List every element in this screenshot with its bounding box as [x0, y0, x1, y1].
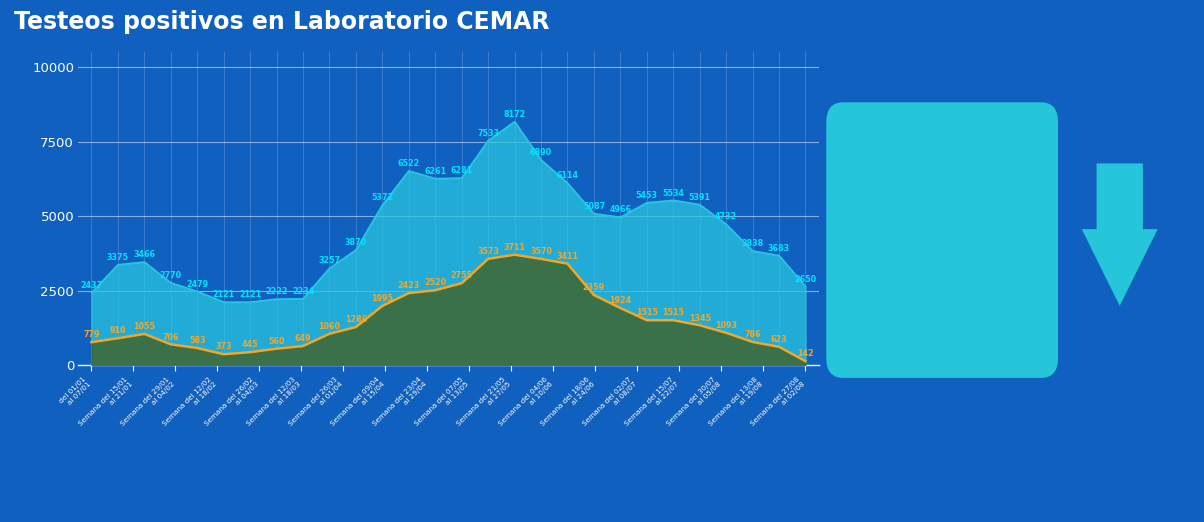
Text: 3411: 3411 [556, 252, 578, 261]
Text: 6890: 6890 [530, 148, 553, 157]
Text: 2121: 2121 [240, 290, 261, 299]
Text: 1093: 1093 [715, 321, 737, 330]
Text: 2755: 2755 [450, 271, 473, 280]
Text: 2234: 2234 [291, 287, 314, 296]
Text: 5087: 5087 [583, 202, 604, 211]
Text: 3573: 3573 [477, 247, 500, 256]
Text: 6281: 6281 [450, 167, 473, 175]
Text: 2222: 2222 [265, 287, 288, 296]
Text: 1995: 1995 [371, 294, 394, 303]
FancyArrow shape [1081, 163, 1158, 306]
Text: 6261: 6261 [424, 167, 447, 176]
Text: 583: 583 [189, 336, 206, 345]
Text: 373: 373 [216, 342, 232, 351]
Text: 5372: 5372 [371, 193, 394, 203]
Text: 3375: 3375 [107, 253, 129, 262]
Text: 2423: 2423 [397, 281, 420, 290]
Text: 5534: 5534 [662, 188, 684, 197]
Text: 649: 649 [295, 334, 312, 343]
Text: 1515: 1515 [636, 309, 657, 317]
Text: 3870: 3870 [344, 238, 367, 247]
Text: 2650: 2650 [795, 275, 816, 283]
Text: 5453: 5453 [636, 191, 657, 200]
Text: 445: 445 [242, 340, 259, 349]
Text: 1055: 1055 [134, 322, 155, 331]
Text: 910: 910 [110, 326, 126, 336]
Text: 2359: 2359 [583, 283, 604, 292]
Text: 4966: 4966 [609, 206, 631, 215]
FancyBboxPatch shape [826, 102, 1058, 378]
Text: 3570: 3570 [530, 247, 553, 256]
Text: 1060: 1060 [319, 322, 341, 331]
Text: Testeos positivos en Laboratorio CEMAR: Testeos positivos en Laboratorio CEMAR [14, 10, 550, 34]
Text: 1345: 1345 [689, 314, 710, 323]
Text: 2520: 2520 [424, 278, 447, 288]
Text: 3838: 3838 [742, 239, 763, 248]
Text: 706: 706 [163, 333, 179, 341]
Text: 2770: 2770 [160, 271, 182, 280]
Text: 7533: 7533 [477, 129, 500, 138]
Text: 6522: 6522 [397, 159, 420, 168]
Text: 2437: 2437 [81, 281, 102, 290]
Text: 8172: 8172 [503, 110, 526, 119]
Text: 1515: 1515 [662, 309, 684, 317]
Text: positividad: positividad [868, 283, 1016, 307]
Text: 2121: 2121 [213, 290, 235, 299]
Text: 5%: 5% [899, 186, 985, 234]
Text: 3711: 3711 [503, 243, 526, 252]
Text: 623: 623 [771, 335, 787, 344]
Text: 779: 779 [83, 330, 100, 339]
Text: 2479: 2479 [187, 280, 208, 289]
Text: 5391: 5391 [689, 193, 710, 202]
Text: 3683: 3683 [768, 244, 790, 253]
Text: 3466: 3466 [134, 250, 155, 259]
Text: 142: 142 [797, 349, 814, 359]
Text: 786: 786 [744, 330, 761, 339]
Text: 1924: 1924 [609, 296, 631, 305]
Text: 6114: 6114 [556, 171, 578, 180]
Text: 560: 560 [268, 337, 285, 346]
Text: 1286: 1286 [344, 315, 367, 324]
Text: 4732: 4732 [715, 212, 737, 221]
Text: 3257: 3257 [318, 256, 341, 266]
